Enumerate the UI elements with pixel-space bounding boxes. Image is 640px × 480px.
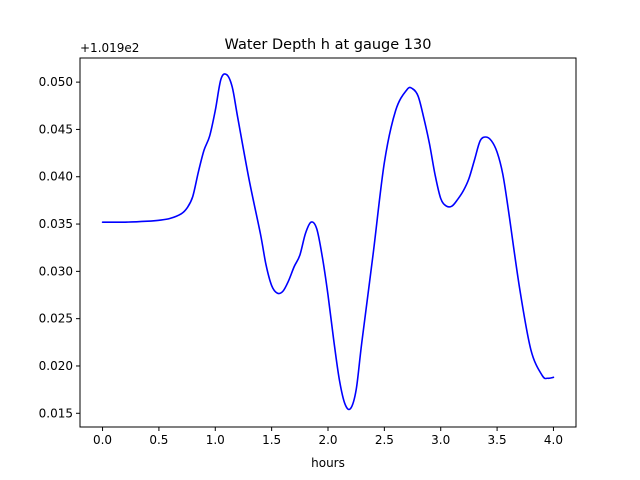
y-tick-label: 0.035 (39, 217, 73, 231)
x-tick-label: 0.0 (93, 433, 112, 447)
y-tick-label: 0.030 (39, 264, 73, 278)
y-tick-label: 0.050 (39, 75, 73, 89)
x-tick-label: 2.5 (375, 433, 394, 447)
y-tick-label: 0.040 (39, 170, 73, 184)
y-offset-label: +1.019e2 (80, 41, 139, 55)
x-tick-label: 1.5 (262, 433, 281, 447)
y-axis-ticks: 0.015 0.020 0.025 0.030 0.035 0.040 0.045 0.050 (39, 75, 80, 420)
series-line (101, 73, 555, 411)
x-axis-ticks: 0.0 0.5 1.0 1.5 2.0 2.5 3.0 3.5 4.0 (93, 427, 563, 447)
y-tick-label: 0.015 (39, 406, 73, 420)
chart-title: Water Depth h at gauge 130 (225, 37, 432, 53)
x-tick-label: 3.5 (488, 433, 507, 447)
plot-frame (79, 57, 577, 428)
y-tick-label: 0.020 (39, 359, 73, 373)
x-tick-label: 4.0 (544, 433, 563, 447)
x-tick-label: 0.5 (149, 433, 168, 447)
x-axis-label: hours (311, 456, 345, 470)
x-tick-label: 2.0 (318, 433, 337, 447)
y-tick-label: 0.025 (39, 312, 73, 326)
x-tick-label: 3.0 (431, 433, 450, 447)
y-tick-label: 0.045 (39, 122, 73, 136)
plot-area (80, 58, 576, 427)
x-tick-label: 1.0 (206, 433, 225, 447)
series-layer (101, 73, 555, 411)
